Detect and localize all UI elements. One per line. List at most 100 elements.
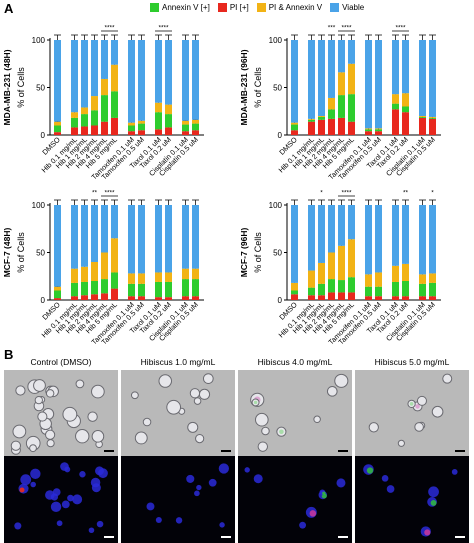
significance-label: **** [104,25,115,32]
significance-label: **** [395,25,406,32]
nucleus [244,467,250,473]
nucleus [451,469,458,475]
bar-segment [192,268,199,280]
nucleus [60,462,69,471]
bar-segment [328,118,335,135]
bar-segment [165,205,172,273]
bar-segment [429,40,436,117]
bar-segment [155,40,162,103]
cell [15,385,26,396]
bar-segment [402,205,409,264]
bar-segment [365,40,372,129]
cell [334,373,349,388]
bar-segment [291,40,298,123]
bar-segment [402,93,409,107]
bar-segment [328,205,335,253]
bar-segment [318,283,325,296]
bar-segment [338,292,345,300]
bar-segment [348,292,355,300]
bar-segment [328,97,335,110]
nucleus [299,521,307,529]
cell [166,399,182,415]
legend-swatch-pi [217,3,227,12]
micrograph-hib1-brightfield: Hibiscus 1.0 mg/mL [121,357,235,457]
bar-segment [419,116,426,117]
stained-cell [415,404,420,409]
cell [33,379,46,392]
bar-segment [338,40,345,73]
bar-segment [328,292,335,300]
cell [442,373,453,384]
y-tick-label: 0 [278,296,283,305]
bar-segment [291,282,298,291]
bar-segment [128,296,135,300]
y-tick-label: 50 [36,249,45,258]
bar-segment [419,116,426,118]
bar-segment [81,107,88,115]
bar-segment [308,118,315,120]
bar-segment [71,205,78,269]
legend-label-both: PI & Annexin V [268,3,323,12]
bar-segment [419,274,426,284]
bar-segment [165,114,172,128]
cell [12,424,27,439]
bar-segment [182,205,189,269]
bar-segment [348,40,355,64]
nucleus [95,466,104,476]
cell [87,411,98,422]
cell [91,430,105,443]
bar-segment [318,40,325,116]
bar-segment [429,205,436,274]
cell [37,411,48,422]
bar-segment [165,127,172,135]
cell [198,388,211,400]
bar-segment [318,295,325,300]
brightfield-image-hib5 [355,370,469,457]
nucleus [61,500,70,509]
cell [431,405,444,418]
bar-segment [392,94,399,104]
bar-segment [111,205,118,239]
cell [189,388,201,399]
scale-bar [104,450,114,452]
legend-label-viable: Viable [342,3,365,12]
nucleus [30,468,41,479]
bar-segment [138,123,145,131]
scale-bar [221,450,231,452]
bar-segment [375,272,382,287]
fluorescent-spot [309,510,317,517]
bar-segment [111,238,118,273]
cell [416,395,427,406]
bar-segment [348,239,355,278]
bar-segment [365,296,372,300]
micrograph-hib5-fluorescence [355,456,469,543]
bar-segment [128,273,135,284]
cell [397,439,405,447]
bar-segment [54,121,61,126]
cell [313,415,321,424]
bar-segment [429,296,436,300]
nucleus [72,494,83,505]
bar-segment [71,117,78,128]
bar-segment [402,40,409,94]
chart-side-label: MCF-7 (48H) [2,228,12,278]
y-tick-label: 0 [41,296,46,305]
bar-segment [111,272,118,289]
bar-segment [318,116,325,117]
bar-segment [375,129,382,132]
scale-bar [338,450,348,452]
bar-segment [348,63,355,95]
nucleus [79,471,86,478]
nucleus [14,522,22,530]
bar-segment [128,122,135,126]
fluorescence-background [238,456,352,543]
cell [142,417,152,427]
nucleus [186,474,195,483]
legend-swatch-both [256,3,266,12]
cell [368,422,379,433]
bar-segment [91,125,98,135]
cell [261,426,270,436]
scale-bar [104,536,114,538]
bar-segment [81,126,88,135]
bar-segment [192,130,199,135]
